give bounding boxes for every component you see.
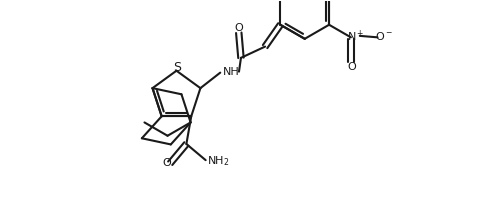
Text: O$^-$: O$^-$ <box>375 30 393 42</box>
Text: S: S <box>174 61 182 74</box>
Text: NH$_2$: NH$_2$ <box>207 154 229 168</box>
Text: N$^+$: N$^+$ <box>347 28 364 43</box>
Text: O: O <box>347 62 356 72</box>
Text: NH: NH <box>223 67 240 77</box>
Text: O: O <box>234 23 243 33</box>
Text: O: O <box>162 158 171 168</box>
